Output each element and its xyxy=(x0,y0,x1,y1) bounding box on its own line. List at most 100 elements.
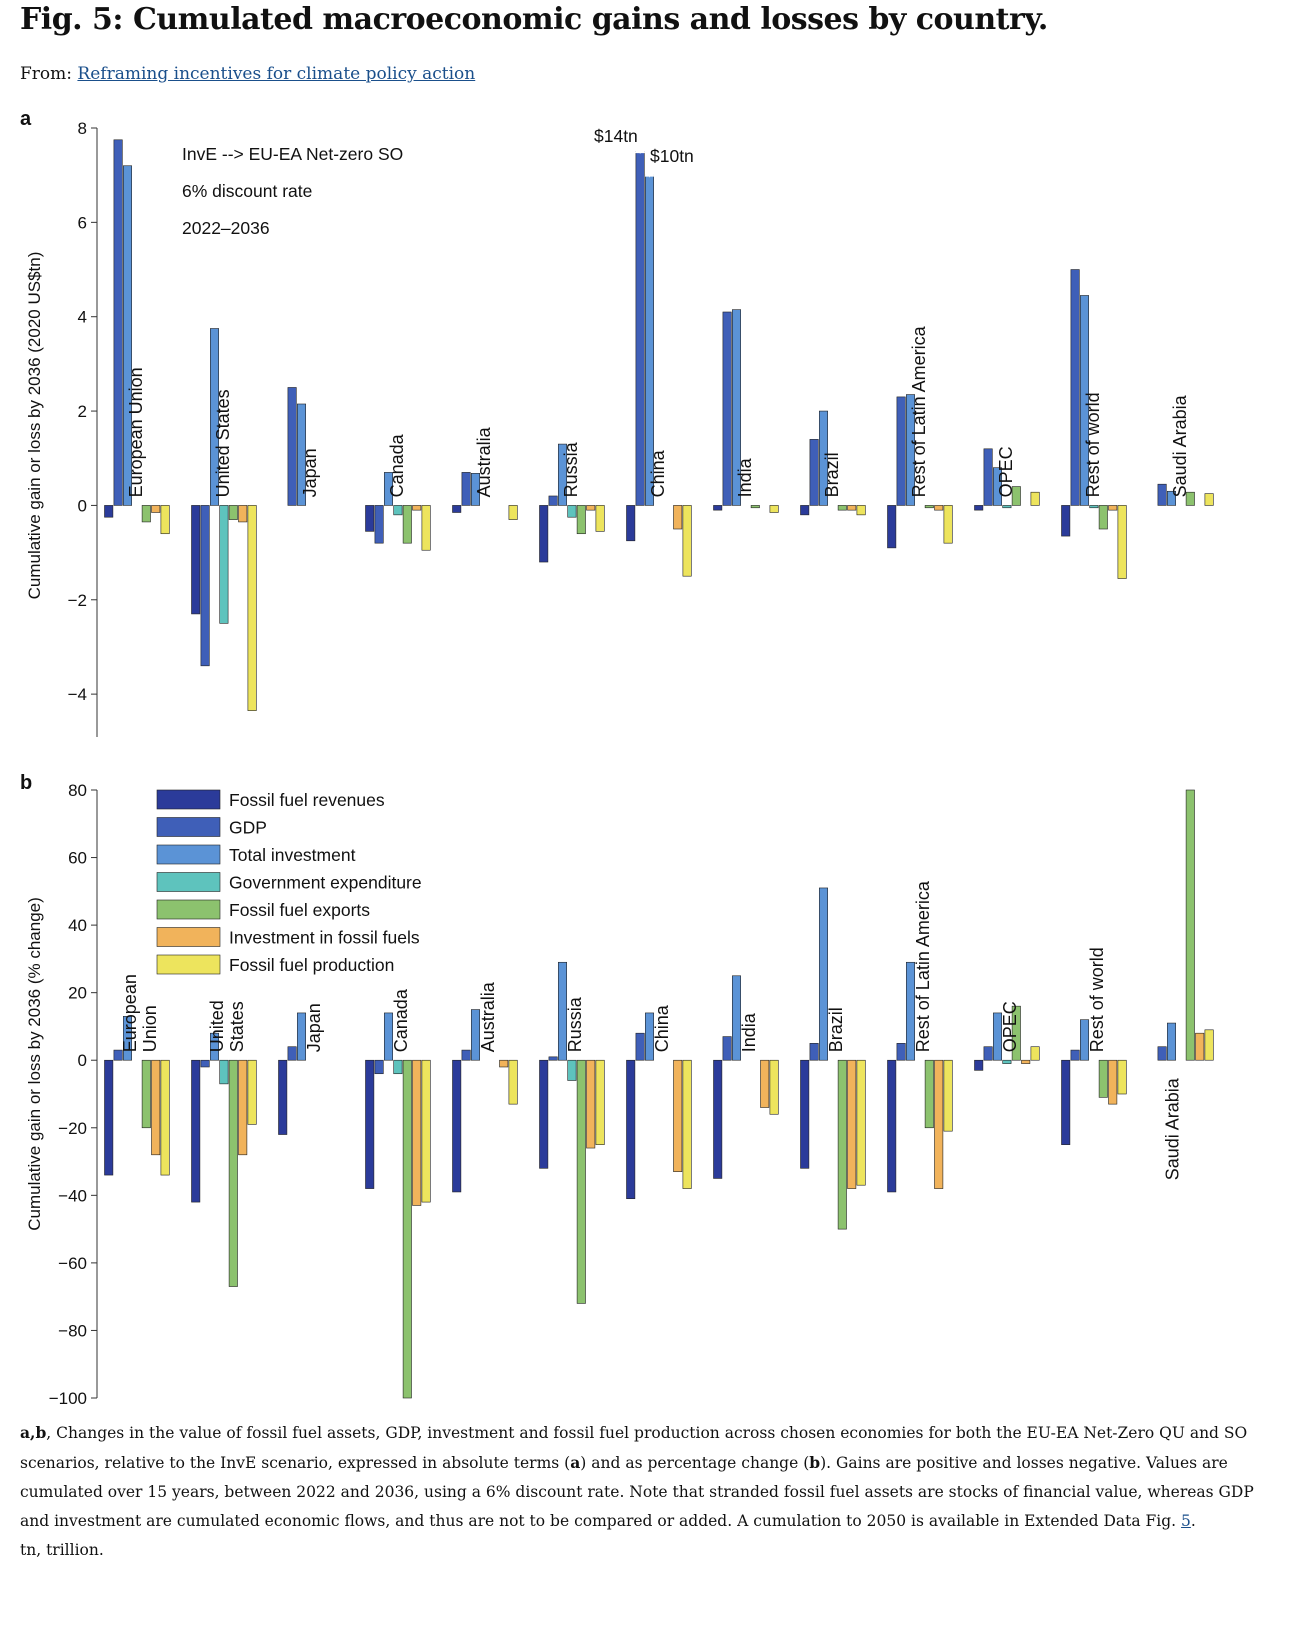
bar-united-states-fossil-fuel-production xyxy=(247,1059,257,1125)
bar-saudi-arabia-gdp xyxy=(1157,1046,1167,1061)
bar-opec-gdp xyxy=(983,448,993,506)
bar-european-union-investment-in-fossil-fuels xyxy=(151,505,161,513)
category-label-russia: Russia xyxy=(565,996,585,1052)
bar-china-investment-in-fossil-fuels xyxy=(673,505,683,530)
bar-united-states-investment-in-fossil-fuels xyxy=(238,1059,248,1156)
bar-australia-fossil-fuel-revenues xyxy=(452,1059,462,1193)
article-link[interactable]: Reframing incentives for climate policy … xyxy=(77,64,476,84)
bar-rest-of-world-fossil-fuel-revenues xyxy=(1061,1059,1071,1145)
y-tick-label: 2 xyxy=(78,402,87,421)
category-label-line: United States xyxy=(213,389,233,497)
bar-china-fossil-fuel-production xyxy=(682,1059,692,1189)
bar-canada-government-expenditure xyxy=(393,1059,403,1075)
legend-label-fossil-fuel-exports: Fossil fuel exports xyxy=(229,900,370,920)
bar-european-union-gdp xyxy=(113,1049,123,1061)
bar-brazil-gdp xyxy=(809,1043,819,1061)
bar-rest-of-latin-america-fossil-fuel-revenues xyxy=(887,505,897,549)
bar-canada-gdp xyxy=(374,505,384,544)
bar-australia-investment-in-fossil-fuels xyxy=(499,1059,509,1068)
y-tick-label: 6 xyxy=(78,213,87,232)
bar-australia-gdp xyxy=(461,472,471,506)
bar-australia-fossil-fuel-revenues xyxy=(452,505,462,513)
bar-opec-gdp xyxy=(983,1046,993,1061)
y-tick-label: −100 xyxy=(49,1389,87,1408)
category-label-line: Rest of world xyxy=(1087,947,1107,1052)
category-label-united-states: United States xyxy=(207,1000,247,1052)
bar-saudi-arabia-gdp xyxy=(1157,483,1167,506)
category-label-line: Saudi Arabia xyxy=(1163,1077,1183,1180)
bar-rest-of-world-gdp xyxy=(1070,1049,1080,1061)
bar-rest-of-world-total-investment xyxy=(1080,295,1090,506)
bar-australia-fossil-fuel-production xyxy=(508,505,518,520)
bar-rest-of-world-total-investment xyxy=(1080,1019,1090,1061)
y-tick-label: −4 xyxy=(68,685,87,704)
category-label-opec: OPEC xyxy=(996,446,1016,497)
bar-opec-total-investment xyxy=(992,1012,1002,1061)
bar-india-fossil-fuel-revenues xyxy=(713,505,723,511)
caption-text-1: , Changes in the value of fossil fuel as… xyxy=(20,1424,1248,1472)
bar-canada-fossil-fuel-production xyxy=(421,505,431,551)
category-label-brazil: Brazil xyxy=(822,452,842,497)
category-label-line: Russia xyxy=(561,441,581,497)
panel-b-chart: −100 −80 −60 −40 −20 0 20 40 60 80 Cumulative gain… xyxy=(25,781,1214,1408)
category-label-saudi-arabia: Saudi Arabia xyxy=(1170,394,1190,497)
bar-rest-of-latin-america-total-investment xyxy=(905,961,915,1061)
bar-opec-government-expenditure xyxy=(1002,505,1012,509)
bar-china-fossil-fuel-production xyxy=(682,505,692,577)
bar-rest-of-world-fossil-fuel-production xyxy=(1117,505,1127,579)
legend-swatch-investment-in-fossil-fuels xyxy=(156,927,221,947)
category-label-line: China xyxy=(648,449,668,497)
category-label-line: Australia xyxy=(478,981,498,1052)
bar-brazil-fossil-fuel-production xyxy=(856,1059,866,1186)
bar-opec-investment-in-fossil-fuels xyxy=(1021,1059,1031,1064)
category-label-australia: Australia xyxy=(478,981,498,1052)
bar-united-states-gdp xyxy=(200,505,210,667)
bar-brazil-fossil-fuel-exports xyxy=(837,1059,847,1230)
bar-brazil-total-investment xyxy=(818,887,828,1061)
bar-opec-total-investment xyxy=(992,467,1002,506)
bar-opec-government-expenditure xyxy=(1002,1059,1012,1064)
y-tick-label: −40 xyxy=(58,1186,87,1205)
legend-label-total-investment: Total investment xyxy=(229,845,356,865)
bar-rest-of-world-fossil-fuel-revenues xyxy=(1061,505,1071,537)
bar-united-states-fossil-fuel-revenues xyxy=(191,505,201,615)
bar-rest-of-world-government-expenditure xyxy=(1089,505,1099,509)
panel-b-letter: b xyxy=(20,772,33,794)
bar-brazil-total-investment xyxy=(818,410,828,506)
category-label-rest-of-world: Rest of world xyxy=(1087,947,1107,1052)
bar-opec-fossil-fuel-revenues xyxy=(974,1059,984,1071)
category-label-line: United xyxy=(207,1000,227,1052)
category-label-saudi-arabia: Saudi Arabia xyxy=(1163,1077,1183,1180)
bar-canada-total-investment xyxy=(383,1012,393,1061)
category-label-line: Australia xyxy=(474,426,494,497)
bar-india-total-investment xyxy=(731,309,741,506)
extended-data-link[interactable]: 5 xyxy=(1181,1512,1191,1530)
break-label-1: $14tn xyxy=(594,126,638,146)
caption-tn-note: tn, trillion. xyxy=(20,1541,104,1559)
bar-russia-gdp xyxy=(548,495,558,506)
bar-australia-gdp xyxy=(461,1049,471,1061)
bar-australia-total-investment xyxy=(470,473,480,506)
bar-canada-fossil-fuel-revenues xyxy=(365,505,375,532)
y-tick-label: 60 xyxy=(68,849,87,868)
bar-brazil-fossil-fuel-revenues xyxy=(800,1059,810,1169)
bar-india-gdp xyxy=(722,1036,732,1061)
bar-india-investment-in-fossil-fuels xyxy=(760,1059,770,1108)
y-tick-label: 8 xyxy=(78,119,87,138)
bar-united-states-fossil-fuel-revenues xyxy=(191,1059,201,1203)
bar-opec-fossil-fuel-exports xyxy=(1011,1005,1021,1061)
caption-text-3: ). Gains are positive and losses negativ… xyxy=(20,1454,1254,1530)
figure-caption: a,b, Changes in the value of fossil fuel… xyxy=(20,1418,1270,1565)
bar-canada-gdp xyxy=(374,1059,384,1075)
bar-rest-of-latin-america-investment-in-fossil-fuels xyxy=(934,1059,944,1189)
source-line: From: Reframing incentives for climate p… xyxy=(20,64,475,84)
bar-european-union-fossil-fuel-exports xyxy=(141,505,151,523)
bar-saudi-arabia-fossil-fuel-exports xyxy=(1185,491,1195,506)
bar-opec-fossil-fuel-revenues xyxy=(974,505,984,511)
bar-rest-of-world-fossil-fuel-exports xyxy=(1098,505,1108,530)
category-label-rest-of-world: Rest of world xyxy=(1083,392,1103,497)
bar-russia-fossil-fuel-exports xyxy=(576,1059,586,1304)
bar-opec-fossil-fuel-exports xyxy=(1011,486,1021,506)
bar-rest-of-latin-america-gdp xyxy=(896,1043,906,1061)
bar-european-union-fossil-fuel-exports xyxy=(141,1059,151,1129)
